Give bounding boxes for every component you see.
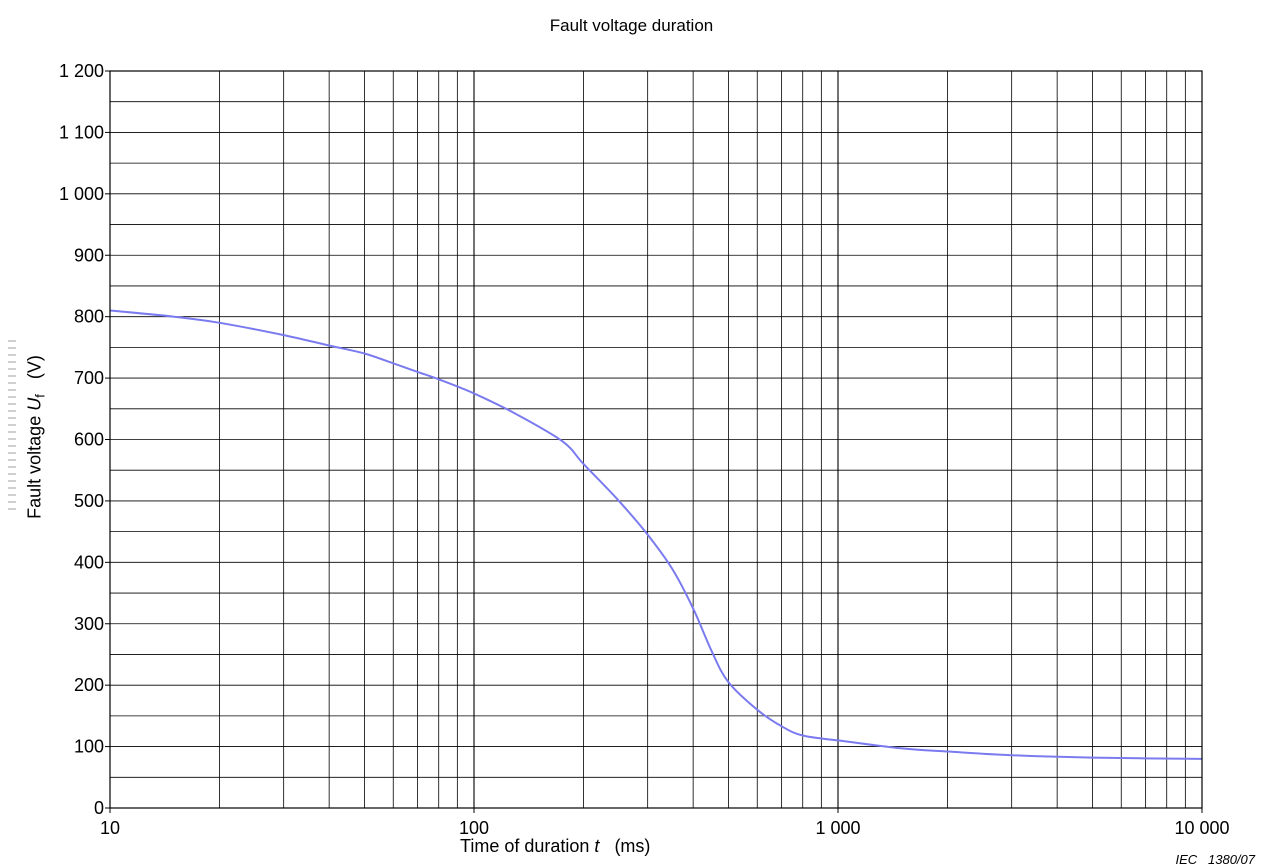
y-tick-label: 100 (74, 737, 104, 757)
x-tick-label: 10 000 (1174, 818, 1229, 838)
y-tick-label: 500 (74, 491, 104, 511)
chart-title: Fault voltage duration (549, 16, 714, 35)
series-layer (109, 309, 1203, 760)
y-tick-label: 400 (74, 552, 104, 572)
x-axis-label: Time of duration t (ms) (460, 836, 650, 857)
y-tick-label: 1 100 (59, 122, 104, 142)
x-tick-label: 10 (100, 818, 120, 838)
scan-artifact-marks (8, 340, 16, 510)
y-axis-label-unit: (V) (24, 355, 45, 380)
y-tick-label: 1 200 (59, 61, 104, 81)
y-tick-label: 1 000 (59, 184, 104, 204)
y-tick-label: 600 (74, 430, 104, 450)
x-axis-label-var: t (594, 836, 600, 856)
y-tick-label: 200 (74, 675, 104, 695)
figure-reference: IEC 1380/07 (1175, 852, 1256, 867)
y-axis-label-prefix: Fault voltage (24, 410, 45, 519)
y-tick-label: 0 (94, 798, 104, 818)
y-tick-label: 800 (74, 307, 104, 327)
y-tick-label: 300 (74, 614, 104, 634)
x-axis-label-unit: (ms) (614, 836, 651, 856)
axis-ticks: 0 100 200 300 400 500 600 700 800 900 1 000 1 100 1 … (59, 61, 1230, 838)
y-tick-label: 900 (74, 245, 104, 265)
y-axis-label: Fault voltage Uf (V) (25, 355, 48, 519)
plot-frame (109, 70, 1203, 809)
x-tick-label: 100 (459, 818, 489, 838)
x-axis-label-prefix: Time of duration (460, 836, 595, 856)
y-axis-label-sub: f (32, 394, 48, 398)
y-axis-label-var: U (24, 397, 45, 411)
grid-lines (110, 71, 1202, 808)
series-line (109, 309, 1203, 760)
y-tick-label: 700 (74, 368, 104, 388)
x-tick-label: 1 000 (815, 818, 860, 838)
